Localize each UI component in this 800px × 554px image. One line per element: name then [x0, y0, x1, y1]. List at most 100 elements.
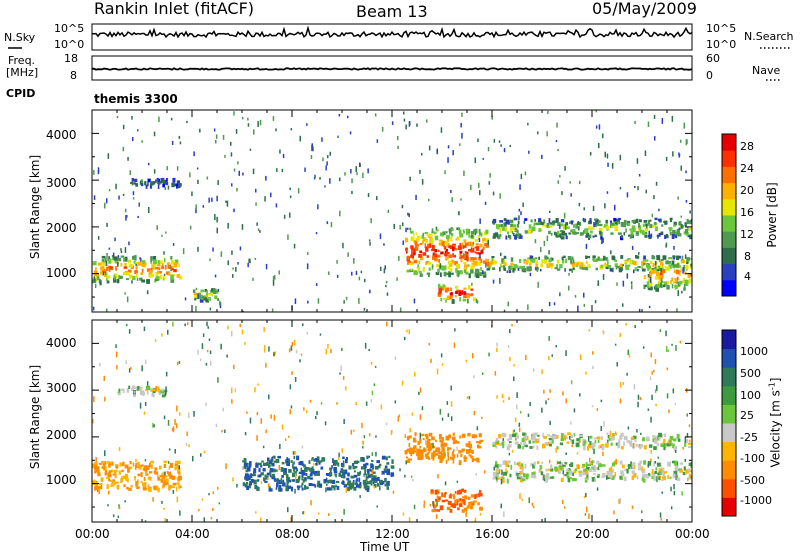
power-scatter-cell [604, 151, 606, 158]
power-scatter-cell [131, 280, 133, 284]
power-cell-f6 [631, 220, 636, 223]
velocity-cell-f2 [349, 482, 353, 487]
power-scatter-cell [658, 208, 660, 212]
power-scatter-cell [644, 150, 647, 156]
velocity-cell-f2 [371, 471, 376, 474]
velocity-cell-f2 [253, 479, 257, 485]
power-scatter-cell [274, 275, 276, 280]
power-scatter-cell [405, 124, 407, 130]
power-cell-f3 [473, 229, 476, 232]
velocity-cell-f3 [428, 440, 430, 443]
power-scatter-cell [279, 149, 281, 154]
power-cell-f3 [434, 235, 438, 239]
velocity-scatter-cell [244, 342, 246, 345]
velocity-cell-f6 [517, 443, 521, 449]
power-scatter-cell [387, 209, 390, 213]
power-cell-f1 [166, 178, 168, 182]
power-cell-f0 [108, 267, 111, 272]
power-cell-f6 [615, 222, 618, 225]
power-cell-f0 [114, 273, 118, 279]
velocity-cell-f5 [621, 464, 625, 469]
power-cell-f7 [660, 267, 664, 271]
power-cell-f7 [650, 268, 652, 272]
power-scatter-cell [638, 252, 640, 255]
power-scatter-cell [654, 260, 657, 266]
velocity-scatter-cell [273, 414, 276, 421]
power-scatter-cell [230, 141, 232, 146]
velocity-scatter-cell [494, 371, 497, 376]
power-cell-f6 [629, 234, 632, 239]
velocity-cell-f3 [468, 443, 472, 448]
velocity-cell-f5 [505, 463, 509, 467]
velocity-cell-f6 [635, 444, 639, 447]
velocity-scatter-cell [257, 383, 259, 386]
power-cell-f4 [455, 290, 458, 295]
colorbar-swatch [722, 478, 736, 498]
power-cell-f5 [536, 268, 539, 272]
velocity-cell-f2 [343, 471, 346, 476]
velocity-scatter-cell [212, 491, 214, 495]
power-scatter-cell [311, 143, 313, 147]
power-scatter-cell [107, 153, 110, 159]
velocity-scatter-cell [466, 396, 469, 399]
velocity-cell-f3 [473, 434, 478, 438]
velocity-cell-f5 [510, 464, 513, 470]
velocity-cell-f2 [269, 470, 272, 476]
power-cell-f7 [686, 261, 689, 264]
velocity-cell-f3 [465, 443, 469, 447]
velocity-cell-f3 [422, 438, 425, 441]
power-cell-f6 [509, 226, 514, 231]
power-cell-f3 [447, 266, 450, 269]
velocity-cell-f3 [456, 453, 459, 458]
power-scatter-cell [233, 208, 235, 213]
axis-ticks [91, 109, 693, 522]
velocity-cell-f5 [541, 461, 544, 464]
velocity-cell-f0 [135, 463, 137, 467]
velocity-cell-f6 [667, 443, 671, 447]
power-cell-f6 [661, 224, 664, 227]
power-cell-f3 [455, 268, 458, 273]
velocity-scatter-cell [265, 429, 267, 434]
power-cell-f3 [485, 242, 489, 248]
velocity-scatter-cell [513, 376, 515, 381]
velocity-scatter-cell [316, 411, 318, 416]
power-cell-f7 [659, 275, 664, 280]
velocity-scatter-cell [511, 324, 513, 327]
velocity-scatter-cell [450, 401, 453, 407]
velocity-cell-f0 [163, 480, 167, 485]
velocity-cell-f5 [585, 466, 590, 471]
power-scatter-cell [306, 123, 308, 126]
power-cell-f7 [683, 287, 686, 291]
power-cell-f5 [513, 264, 518, 269]
power-scatter-cell [275, 203, 278, 208]
power-cell-f6 [690, 219, 692, 222]
power-cell-f4 [461, 290, 464, 295]
power-scatter-cell [602, 237, 604, 243]
velocity-scatter-cell [319, 333, 322, 336]
velocity-cell-f1 [151, 388, 156, 392]
velocity-cell-f3 [427, 438, 431, 442]
power-cell-f3 [437, 249, 440, 252]
velocity-scatter-cell [512, 430, 514, 434]
velocity-cell-f2 [299, 461, 304, 466]
power-cell-f4 [438, 288, 442, 294]
power-cell-f7 [679, 270, 682, 273]
power-cell-f5 [619, 263, 623, 269]
velocity-scatter-cell [650, 352, 652, 358]
velocity-scatter-cell [152, 497, 154, 502]
velocity-cell-f2 [266, 461, 269, 465]
velocity-cell-f0 [140, 472, 143, 477]
power-scatter-cell [633, 269, 635, 274]
power-scatter-cell [237, 262, 239, 265]
velocity-cbar-tick-neg25: -25 [740, 431, 758, 444]
velocity-cell-f5 [586, 474, 589, 478]
velocity-scatter-cell [651, 371, 653, 375]
power-scatter-cell [135, 263, 137, 266]
power-scatter-cell [380, 266, 382, 271]
power-cell-f5 [627, 264, 631, 267]
velocity-cell-f2 [348, 465, 352, 470]
velocity-scatter-cell [513, 429, 515, 432]
power-cell-f3 [435, 272, 440, 275]
power-scatter-cell [570, 260, 572, 264]
power-scatter-cell [677, 290, 679, 297]
